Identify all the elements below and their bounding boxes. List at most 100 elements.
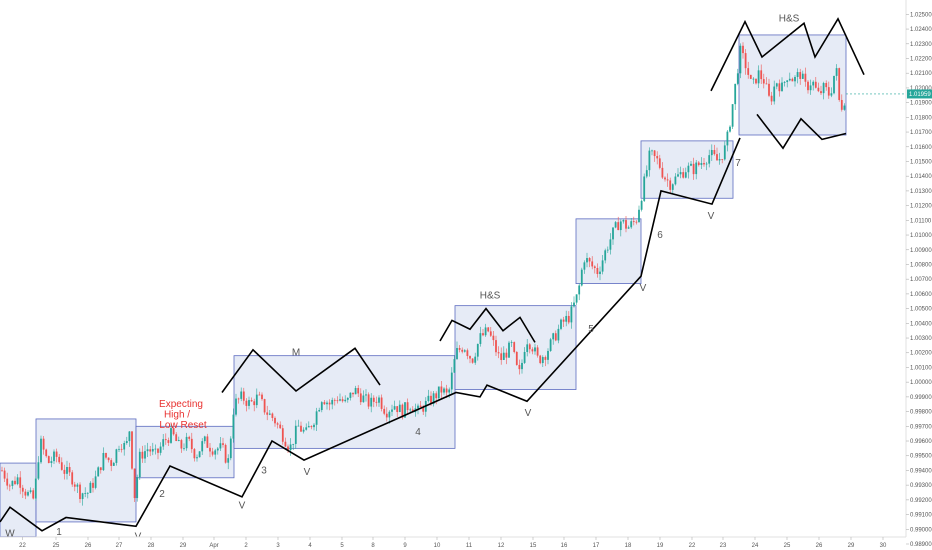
pattern-line-4[interactable] bbox=[710, 17, 865, 92]
candle bbox=[695, 159, 698, 180]
candle bbox=[573, 296, 575, 308]
candle bbox=[375, 396, 378, 407]
y-tick-label: 1.00200 bbox=[910, 351, 932, 357]
candle bbox=[583, 260, 586, 274]
candle bbox=[830, 87, 833, 98]
candle bbox=[40, 435, 42, 464]
candle bbox=[302, 427, 305, 434]
candle bbox=[432, 391, 435, 407]
candle bbox=[32, 488, 35, 500]
candle bbox=[396, 406, 399, 417]
candle bbox=[385, 407, 388, 422]
candle bbox=[755, 78, 757, 85]
candle bbox=[775, 82, 778, 90]
candle bbox=[749, 74, 752, 80]
x-tick-label: 22 bbox=[689, 543, 696, 549]
y-tick-label: 1.02500 bbox=[910, 12, 932, 18]
candle bbox=[690, 160, 692, 167]
candle bbox=[804, 67, 807, 87]
candle bbox=[778, 79, 781, 97]
candle bbox=[378, 395, 380, 407]
candle bbox=[638, 205, 640, 223]
candle bbox=[510, 340, 513, 348]
y-tick-label: 1.01800 bbox=[910, 115, 932, 121]
candle bbox=[362, 390, 365, 403]
candle bbox=[708, 149, 711, 168]
zone-box-6[interactable] bbox=[575, 218, 642, 284]
candle bbox=[666, 173, 669, 187]
candle bbox=[19, 471, 22, 495]
y-tick-label: 1.01900 bbox=[910, 101, 932, 107]
candle bbox=[216, 446, 219, 455]
candle bbox=[674, 173, 677, 186]
annotation-label: Expecting bbox=[159, 399, 203, 410]
candle bbox=[224, 443, 227, 464]
candle bbox=[489, 327, 492, 338]
candle bbox=[591, 256, 594, 270]
candle bbox=[29, 487, 32, 494]
zone-box-7[interactable] bbox=[640, 140, 734, 199]
candle bbox=[146, 442, 149, 458]
candle bbox=[198, 451, 201, 458]
candle bbox=[159, 442, 162, 456]
candle bbox=[222, 437, 224, 448]
zone-box-3[interactable] bbox=[135, 425, 235, 479]
candle bbox=[679, 166, 682, 179]
candle bbox=[515, 351, 518, 366]
x-tick-label: 9 bbox=[403, 543, 407, 549]
candle bbox=[697, 161, 700, 167]
candle bbox=[469, 355, 471, 364]
candle bbox=[136, 474, 139, 502]
candle bbox=[565, 310, 568, 327]
annotation-label: V bbox=[525, 408, 532, 419]
candle bbox=[333, 398, 336, 406]
candle bbox=[614, 220, 617, 229]
candle bbox=[588, 257, 591, 268]
candle bbox=[263, 398, 266, 415]
zone-box-2[interactable] bbox=[35, 418, 137, 523]
candle bbox=[521, 359, 523, 374]
zone-box-8[interactable] bbox=[738, 34, 847, 136]
candle bbox=[505, 348, 508, 365]
candle bbox=[482, 328, 484, 337]
y-tick-label: 1.02300 bbox=[910, 42, 932, 48]
candle bbox=[458, 345, 461, 353]
candle bbox=[599, 266, 601, 281]
zone-box-4[interactable] bbox=[233, 355, 456, 449]
candle bbox=[768, 78, 770, 98]
annotation-label: V bbox=[304, 467, 311, 478]
candle bbox=[627, 225, 630, 229]
candle bbox=[8, 483, 11, 492]
candle bbox=[833, 75, 835, 95]
candle bbox=[541, 355, 544, 367]
candle bbox=[313, 423, 315, 431]
candle bbox=[245, 398, 248, 412]
pattern-line-5[interactable] bbox=[756, 113, 847, 150]
candle bbox=[242, 387, 245, 405]
x-tick-label: 18 bbox=[625, 543, 632, 549]
zone-box-1[interactable] bbox=[0, 462, 37, 538]
time-axis[interactable]: 22 25 26 27 28 29 Apr 2 3 4 5 8 9 10 11 12 15 16 17 18 19 22 2… bbox=[19, 537, 887, 549]
candle bbox=[84, 487, 87, 498]
candle bbox=[58, 453, 61, 465]
zone-box-5[interactable] bbox=[454, 305, 577, 390]
y-tick-label: 1.00000 bbox=[910, 380, 932, 386]
candle bbox=[125, 436, 128, 445]
pattern-line-1[interactable] bbox=[0, 137, 741, 532]
x-tick-label: 11 bbox=[466, 543, 473, 549]
x-tick-label: 25 bbox=[784, 543, 791, 549]
candle bbox=[645, 165, 648, 179]
candle bbox=[157, 448, 159, 460]
candle bbox=[703, 158, 705, 167]
y-tick-label: 1.00400 bbox=[910, 321, 932, 327]
candle bbox=[604, 248, 607, 264]
pattern-line-2[interactable] bbox=[221, 347, 381, 393]
price-axis[interactable]: 1.02500 1.02400 1.02300 1.02200 1.02100 1.020… bbox=[906, 12, 932, 548]
candle bbox=[185, 432, 188, 451]
candle bbox=[799, 68, 802, 85]
pattern-line-3[interactable] bbox=[439, 307, 536, 343]
candle bbox=[781, 77, 783, 92]
candle bbox=[60, 457, 63, 471]
x-tick-label: 29 bbox=[848, 543, 855, 549]
